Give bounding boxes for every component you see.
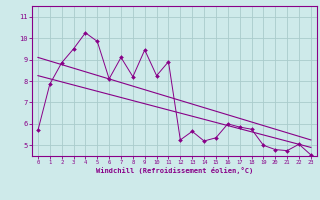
X-axis label: Windchill (Refroidissement éolien,°C): Windchill (Refroidissement éolien,°C) bbox=[96, 167, 253, 174]
